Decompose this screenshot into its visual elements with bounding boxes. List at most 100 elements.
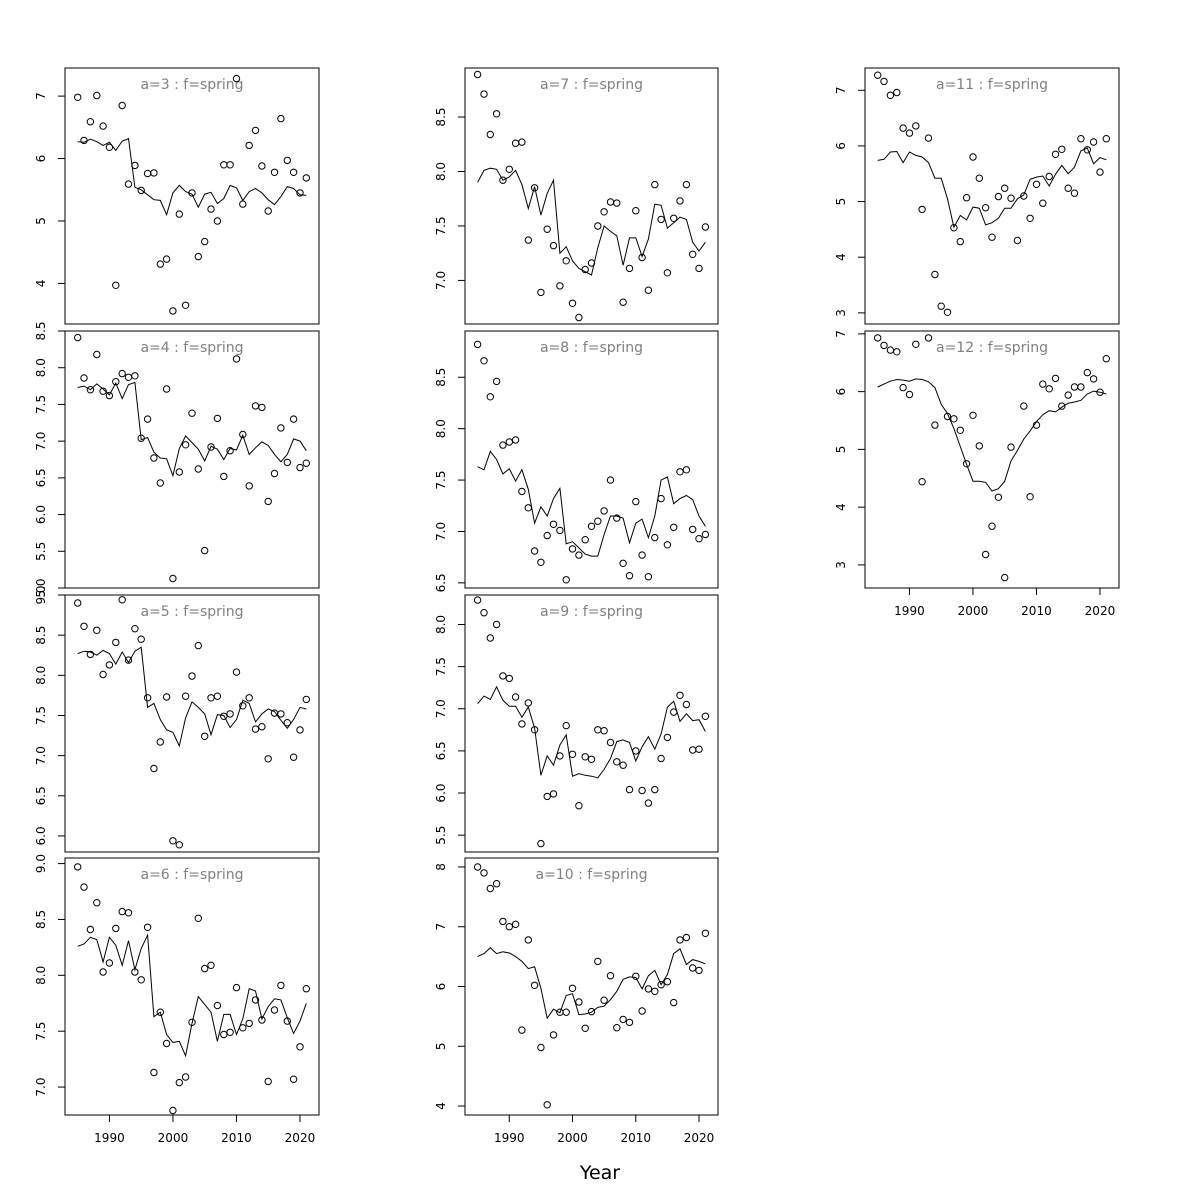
observed-point: [245, 482, 253, 490]
fitted-line: [77, 137, 307, 217]
panel-6: a=8 : f=spring 6.5 7.0 7.5 8.0 8.5: [434, 330, 719, 592]
y-tick-label: 5.0: [34, 578, 48, 597]
y-tick-label: 5: [834, 198, 848, 206]
panel-frame: [64, 330, 320, 589]
observed-points: [874, 71, 1111, 316]
observed-point: [1032, 180, 1041, 189]
observed-point: [695, 264, 703, 273]
observed-point: [283, 719, 291, 727]
observed-point: [625, 785, 634, 794]
observed-point: [568, 984, 577, 992]
observed-point: [499, 917, 507, 926]
observed-point: [676, 936, 684, 944]
observed-point: [232, 355, 241, 363]
observed-point: [651, 987, 659, 995]
observed-point: [950, 224, 958, 232]
panel-frame: [864, 67, 1120, 325]
y-tick-label: 5.5: [34, 542, 48, 561]
observed-point: [644, 286, 653, 294]
observed-point: [701, 530, 710, 539]
y-tick-label: 6.0: [434, 783, 448, 802]
observed-point: [80, 136, 88, 145]
observed-point: [689, 250, 697, 259]
observed-point: [682, 933, 691, 942]
panel-title: a=8 : f=spring: [540, 340, 643, 356]
observed-point: [505, 923, 513, 931]
observed-point: [543, 531, 551, 540]
observed-point: [886, 91, 895, 100]
observed-point: [105, 391, 114, 400]
y-tick-label: 7.5: [434, 471, 448, 490]
y-tick-label: 6.5: [434, 741, 448, 760]
y-tick-label: 8.0: [34, 666, 48, 685]
observed-point: [568, 545, 577, 553]
observed-point: [651, 533, 659, 542]
observed-point: [1077, 383, 1085, 391]
y-tick-label: 8.5: [434, 368, 448, 387]
observed-point: [93, 350, 101, 359]
observed-point: [239, 702, 247, 710]
observed-point: [562, 721, 570, 730]
observed-point: [289, 753, 298, 761]
observed-point: [524, 236, 532, 244]
observed-point: [239, 430, 247, 439]
observed-point: [600, 208, 608, 216]
observed-point: [943, 308, 952, 316]
panel-4: a=6 : f=spring 7.0 7.5 8.0 8.5 9.0: [34, 854, 320, 1116]
y-tick-label: 6: [834, 388, 848, 396]
observed-point: [150, 764, 158, 773]
observed-point: [162, 255, 171, 263]
observed-point: [296, 1043, 304, 1051]
y-tick-label: 3: [834, 309, 848, 317]
y-tick-label: 7.0: [434, 271, 448, 290]
observed-point: [162, 693, 171, 701]
observed-point: [283, 1017, 291, 1025]
observed-point: [981, 204, 990, 212]
observed-point: [118, 369, 126, 378]
fitted-line: [877, 378, 1107, 492]
observed-point: [575, 998, 583, 1006]
observed-point: [270, 168, 279, 177]
observed-point: [1089, 375, 1098, 383]
observed-point: [270, 709, 279, 717]
observed-point: [880, 77, 888, 86]
observed-point: [220, 161, 228, 169]
observed-point: [899, 124, 907, 132]
y-tick-label: 6: [434, 983, 448, 991]
observed-point: [150, 1068, 158, 1077]
observed-point: [213, 692, 222, 700]
observed-point: [1102, 355, 1111, 363]
observed-point: [480, 90, 488, 98]
panel-title: a=6 : f=spring: [140, 867, 243, 883]
observed-point: [201, 964, 209, 973]
observed-point: [905, 390, 914, 399]
y-tick-label: 8.5: [434, 107, 448, 126]
observed-point: [194, 914, 203, 922]
observed-point: [562, 1008, 570, 1016]
observed-point: [486, 884, 494, 893]
observed-point: [518, 138, 526, 146]
observed-point: [549, 241, 558, 250]
observed-point: [302, 459, 310, 467]
x-tick-label: 2020: [684, 1131, 715, 1145]
panel-frame: [464, 330, 719, 589]
observed-point: [213, 414, 222, 423]
observed-points: [473, 863, 710, 1109]
observed-point: [473, 596, 482, 604]
observed-point: [105, 661, 114, 669]
observed-point: [1070, 189, 1079, 197]
observed-point: [124, 909, 133, 917]
observed-point: [549, 790, 558, 798]
observed-point: [188, 189, 196, 197]
y-tick-label: 8.0: [434, 162, 448, 181]
observed-point: [975, 442, 983, 450]
observed-point: [486, 130, 494, 139]
observed-point: [194, 252, 203, 261]
observed-point: [296, 463, 304, 472]
observed-point: [99, 670, 107, 679]
observed-point: [112, 281, 120, 289]
y-tick-label: 8.0: [434, 615, 448, 634]
observed-point: [682, 700, 691, 709]
observed-point: [181, 692, 190, 700]
